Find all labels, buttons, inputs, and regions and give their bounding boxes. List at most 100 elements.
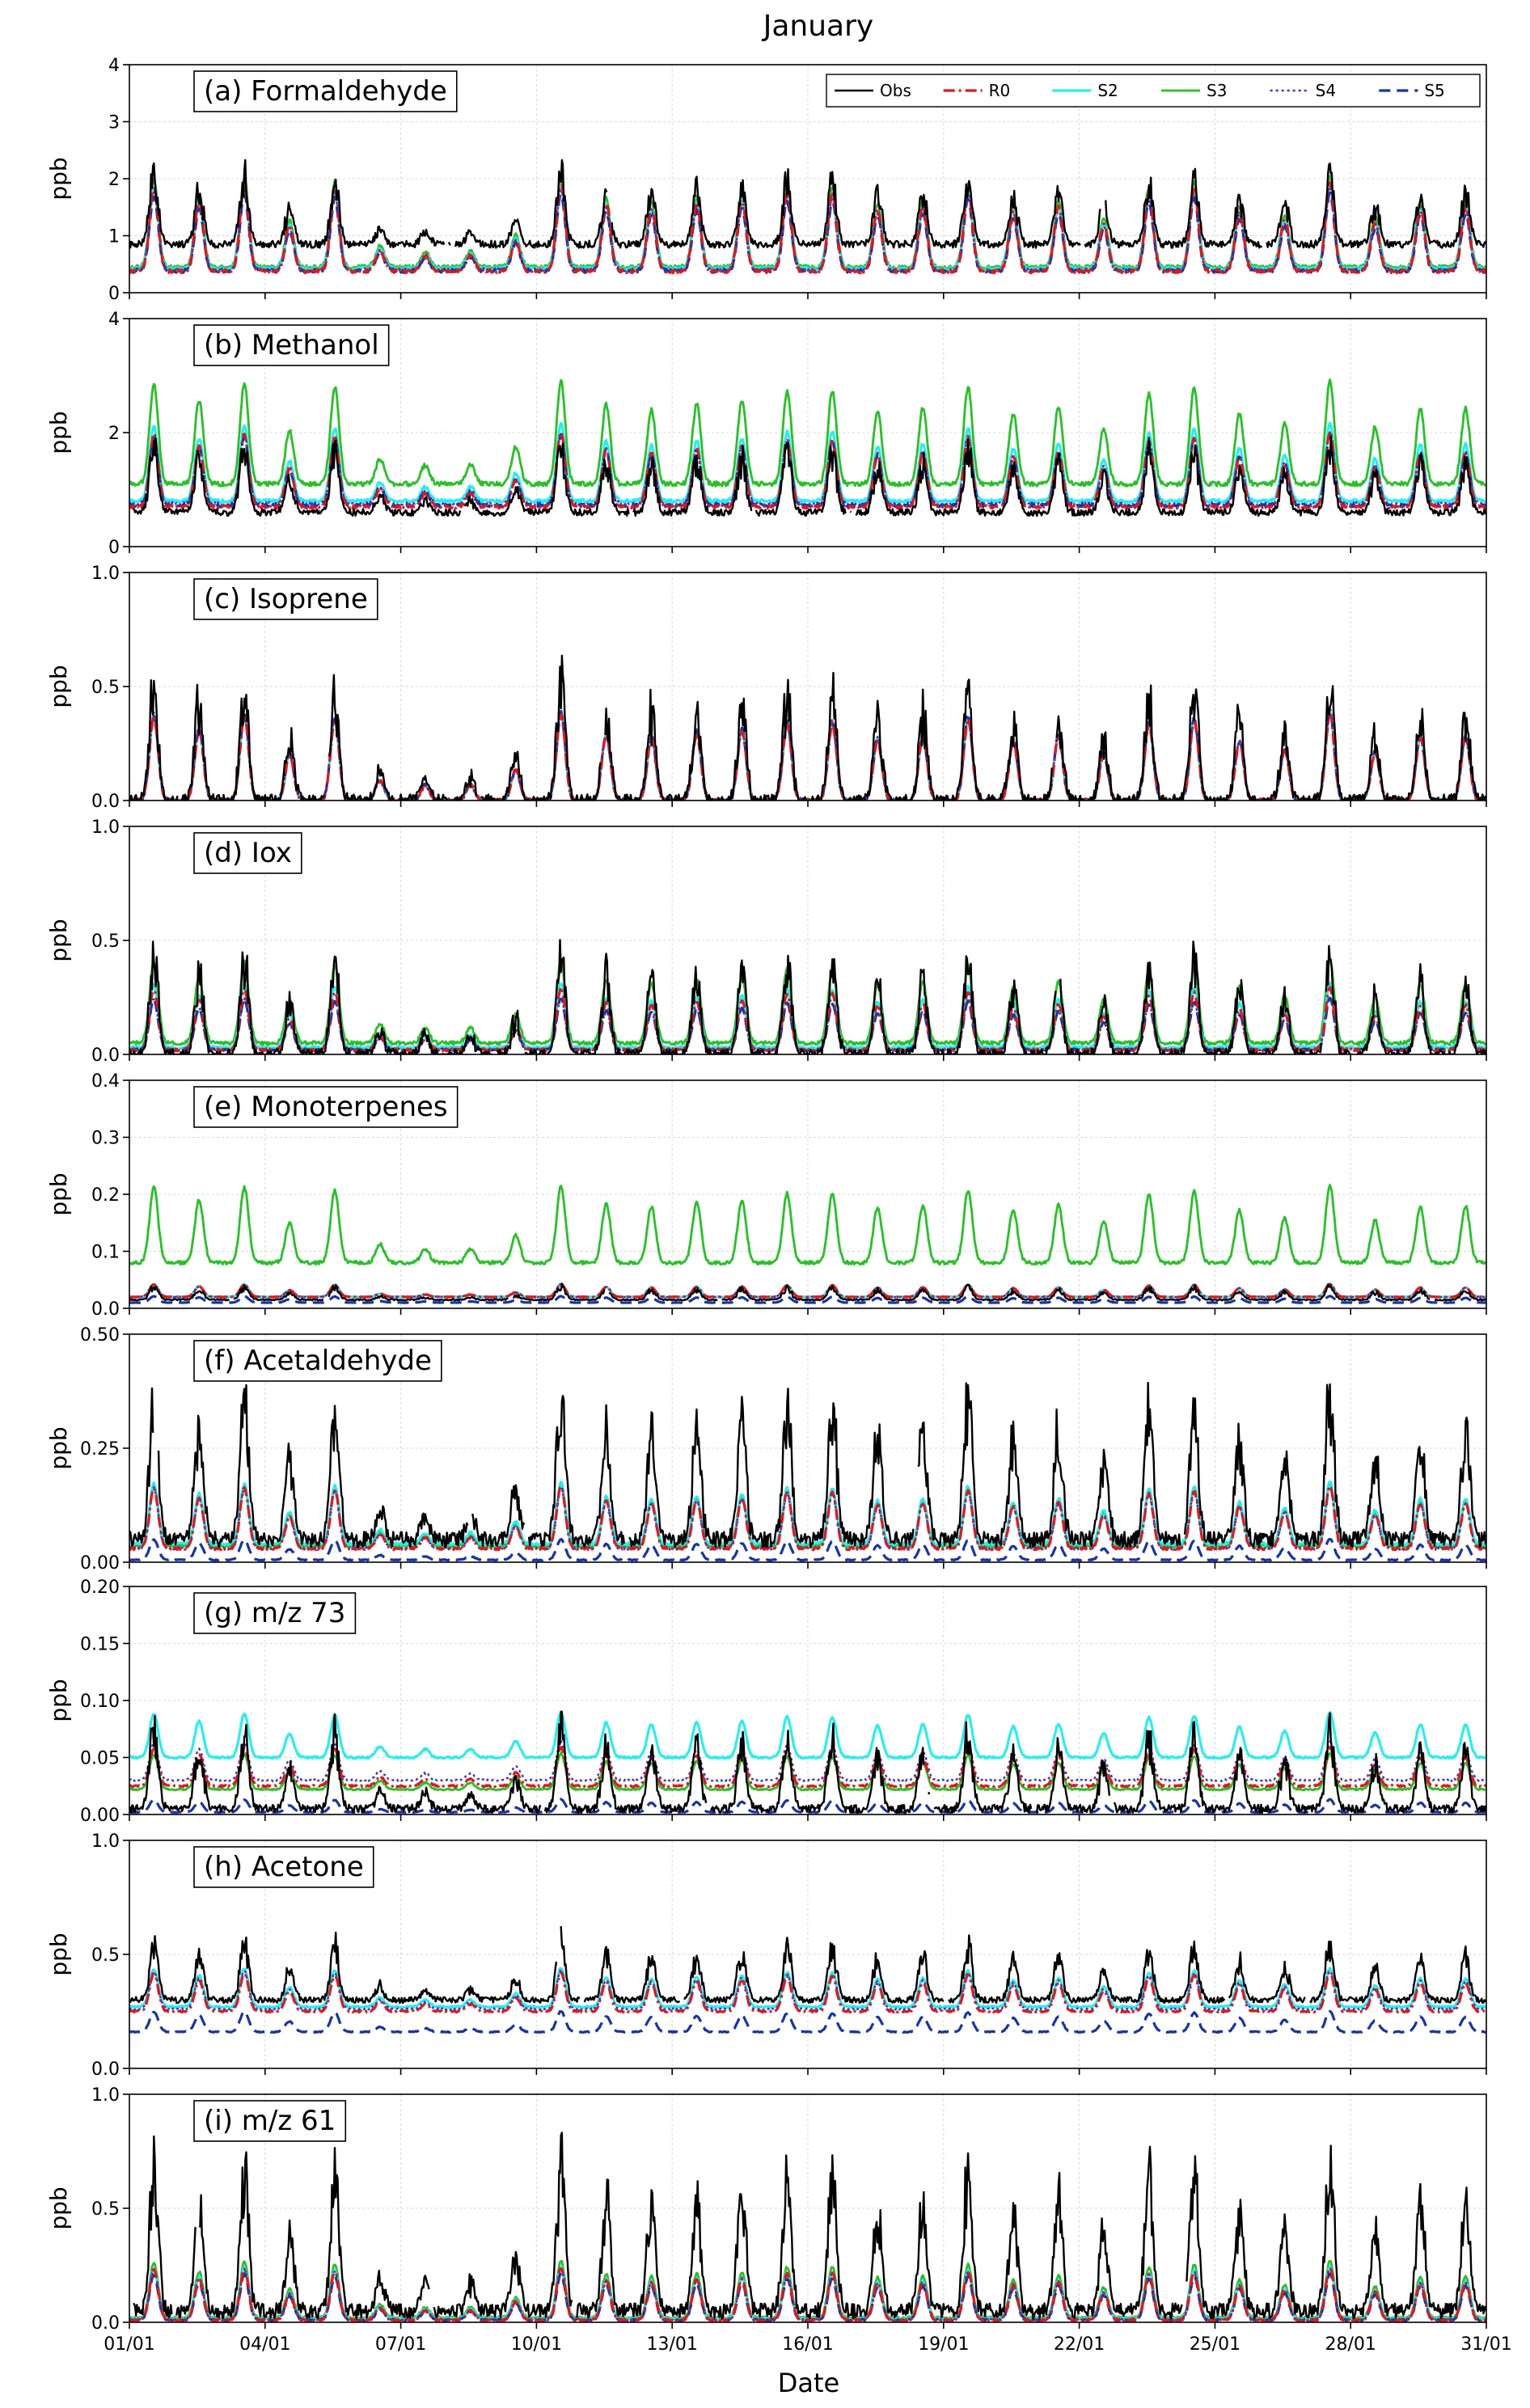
y-tick-label-i: 0.5 [91,2199,120,2220]
y-tick-label-c: 1.0 [91,564,120,584]
panel-a: 0 1 2 3 4 ppb (a) Formaldehyde [45,56,1487,304]
y-axis-label-c: ppb [45,665,72,708]
panel-title-box-h [193,1846,374,1888]
x-tick-label: 19/01 [918,2334,969,2355]
series-group-i [129,2131,1486,2322]
y-tick-label-e: 0.4 [91,1071,120,1092]
panel-b: 0 2 4 ppb (b) Methanol [45,310,1487,558]
y-tick-label-f: 0.50 [80,1325,120,1346]
panel-title-box-d [193,832,302,874]
series-line-e-r0 [129,1282,1486,1299]
series-line-h-obs [129,1926,1486,2005]
y-axis-label-b: ppb [45,411,72,454]
y-tick-label-e: 0.3 [91,1129,120,1149]
panel-title-box-e [193,1086,459,1128]
y-tick-label-e: 0.1 [91,1243,120,1263]
series-line-b-s2 [129,421,1486,505]
series-line-d-obs [129,939,1486,1054]
y-axis-label-h: ppb [45,1933,72,1975]
series-line-i-r0 [129,2266,1486,2322]
y-tick-label-g: 0.10 [80,1692,120,1712]
y-axis-label-g: ppb [45,1679,72,1722]
y-tick-label-a: 1 [108,227,120,247]
series-group-f [129,1382,1486,1562]
series-line-h-r0 [129,1971,1486,2014]
panel-title-box-g [193,1592,357,1634]
x-tick-label: 10/01 [511,2334,562,2355]
series-line-f-obs [129,1382,1486,1548]
y-tick-label-i: 1.0 [91,2085,120,2106]
series-line-h-s2 [129,1967,1486,2009]
legend-label-s2: S2 [1097,81,1118,100]
legend-label-s3: S3 [1207,81,1227,100]
series-group-g [129,1710,1486,1814]
y-tick-label-h: 0.5 [91,1945,120,1966]
y-tick-label-h: 1.0 [91,1831,120,1852]
panel-title-a: (a) Formaldehyde [193,70,458,112]
y-tick-label-a: 3 [108,113,120,133]
panel-title-box-f [193,1340,442,1382]
series-group-b [129,378,1486,518]
y-tick-label-f: 0.25 [80,1439,120,1460]
panel-title-i: (i) m/z 61 [193,2100,347,2142]
legend-label-obs: Obs [880,81,911,100]
y-tick-label-g: 0.15 [80,1635,120,1655]
series-line-b-r0 [129,430,1486,510]
panel-title-text-f: (f) Acetaldehyde [204,1345,432,1377]
series-group-h [129,1926,1486,2034]
panel-f: 0.00 0.25 0.50 ppb (f) Acetaldehyde [45,1325,1487,1574]
x-tick-label: 01/01 [104,2334,154,2355]
y-axis-label-a: ppb [45,157,72,200]
panel-title-box-i [193,2100,347,2142]
panel-title-b: (b) Methanol [193,324,390,366]
x-tick-label: 31/01 [1460,2334,1511,2355]
y-tick-label-a: 0 [108,284,120,304]
y-tick-label-g: 0.00 [80,1806,120,1826]
x-tick-label: 04/01 [239,2334,290,2355]
series-line-a-obs [129,158,1486,249]
series-group-c [129,654,1486,801]
panel-title-d: (d) Iox [193,832,302,874]
series-line-g-s4 [129,1740,1486,1782]
panel-e: 0.0 0.1 0.2 0.3 0.4 ppb (e) Monoterpenes [45,1071,1487,1320]
series-line-f-r0 [129,1485,1486,1552]
y-tick-label-c: 0.5 [91,678,120,698]
panel-title-c: (c) Isoprene [193,578,378,620]
panel-g: 0.00 0.05 0.10 0.15 0.20 ppb (g) m/z 73 [45,1578,1487,1826]
panel-title-box-a [193,70,458,112]
x-tick-label: 16/01 [782,2334,833,2355]
series-line-a-r0 [129,181,1486,275]
series-line-c-obs [129,654,1486,801]
y-tick-label-g: 0.20 [80,1578,120,1598]
y-tick-label-i: 0.0 [91,2313,120,2334]
y-tick-label-g: 0.05 [80,1749,120,1769]
series-line-e-s3 [129,1184,1486,1266]
y-tick-label-e: 0.0 [91,1299,120,1320]
series-line-g-s3 [129,1751,1486,1792]
panel-title-text-a: (a) Formaldehyde [204,75,447,108]
series-line-d-r0 [129,985,1486,1053]
series-group-d [129,939,1486,1054]
panel-i: 0.0 0.5 1.0 01/01 04/01 07/01 10/01 13/01 16/01 1… [45,2085,1512,2355]
panel-title-text-c: (c) Isoprene [204,583,368,615]
series-line-g-obs [129,1710,1486,1814]
y-tick-label-f: 0.00 [80,1553,120,1574]
panel-title-text-h: (h) Acetone [204,1851,364,1883]
y-tick-label-d: 0.5 [91,932,120,952]
panel-title-box-c [193,578,378,620]
x-axis-label: Date [778,2368,839,2398]
panel-title-e: (e) Monoterpenes [193,1086,459,1128]
series-line-d-s3 [129,958,1486,1046]
y-tick-label-d: 0.0 [91,1046,120,1066]
panel-title-text-g: (g) m/z 73 [204,1597,345,1629]
series-line-i-obs [133,2131,1486,2320]
legend-box [826,74,1481,108]
y-tick-label-e: 0.2 [91,1185,120,1206]
y-tick-label-b: 2 [108,424,120,444]
series-line-g-r0 [129,1746,1486,1789]
series-line-b-obs [133,435,1486,518]
panel-title-text-i: (i) m/z 61 [204,2105,336,2137]
panel-title-box-b [193,324,390,366]
y-axis-label-i: ppb [45,2186,72,2229]
y-tick-label-b: 0 [108,538,120,558]
